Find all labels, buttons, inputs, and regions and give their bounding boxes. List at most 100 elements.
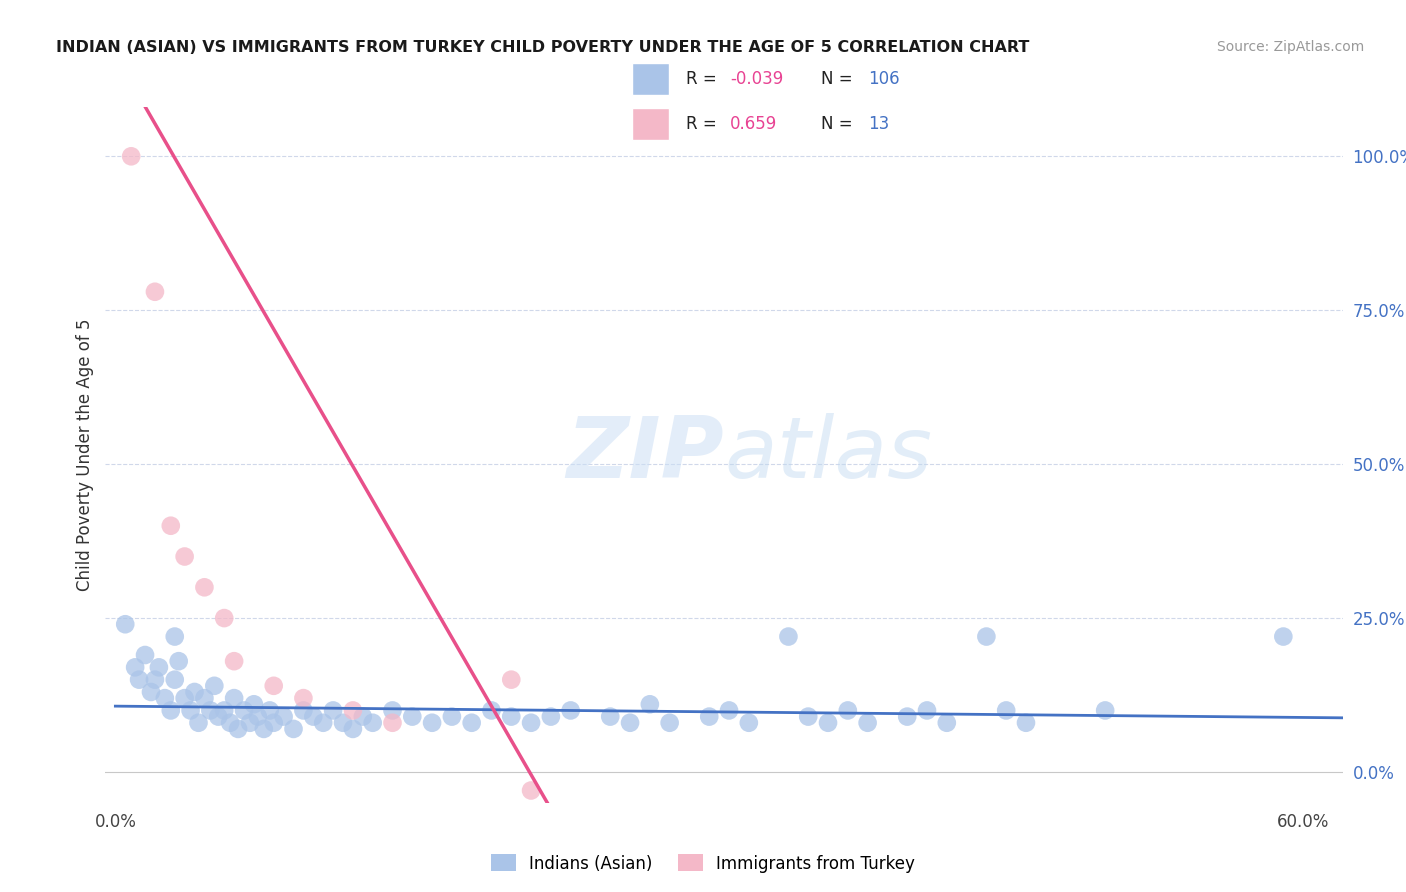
Point <box>995 703 1018 717</box>
Point <box>915 703 938 717</box>
Point <box>460 715 482 730</box>
Point <box>159 518 181 533</box>
Point <box>148 660 170 674</box>
Point <box>139 685 162 699</box>
Point <box>120 149 142 163</box>
Point <box>381 703 404 717</box>
Point <box>342 703 364 717</box>
Point <box>200 703 222 717</box>
Text: ZIP: ZIP <box>567 413 724 497</box>
Point <box>134 648 156 662</box>
Point <box>183 685 205 699</box>
Y-axis label: Child Poverty Under the Age of 5: Child Poverty Under the Age of 5 <box>76 318 94 591</box>
Point <box>114 617 136 632</box>
Point <box>253 722 276 736</box>
Point <box>143 285 166 299</box>
Point <box>837 703 859 717</box>
Text: atlas: atlas <box>724 413 932 497</box>
Text: R =: R = <box>686 115 727 133</box>
Point <box>440 709 463 723</box>
Point <box>233 703 256 717</box>
Point <box>243 698 266 712</box>
Point <box>124 660 146 674</box>
Point <box>638 698 661 712</box>
Point <box>501 673 523 687</box>
Point <box>520 783 543 797</box>
Point <box>187 715 209 730</box>
Point <box>361 715 384 730</box>
Point <box>697 709 720 723</box>
Point <box>292 691 315 706</box>
Point <box>738 715 761 730</box>
Point <box>159 703 181 717</box>
Point <box>292 703 315 717</box>
Point <box>778 630 800 644</box>
Point <box>173 691 195 706</box>
Point <box>153 691 176 706</box>
Point <box>180 703 202 717</box>
Point <box>263 679 285 693</box>
Point <box>246 709 269 723</box>
Point <box>167 654 190 668</box>
Point <box>128 673 150 687</box>
Point <box>283 722 305 736</box>
Text: R =: R = <box>686 70 723 88</box>
Point <box>263 715 285 730</box>
Point <box>207 709 229 723</box>
Point <box>599 709 621 723</box>
Text: N =: N = <box>821 115 863 133</box>
Point <box>193 691 215 706</box>
Point <box>163 673 186 687</box>
Point <box>202 679 225 693</box>
Point <box>381 715 404 730</box>
Point <box>224 654 246 668</box>
Point <box>212 611 235 625</box>
Bar <box>633 63 669 95</box>
Point <box>322 703 344 717</box>
Text: Source: ZipAtlas.com: Source: ZipAtlas.com <box>1216 40 1364 54</box>
Point <box>193 580 215 594</box>
Point <box>420 715 443 730</box>
Point <box>856 715 879 730</box>
Text: N =: N = <box>821 70 858 88</box>
Legend: Indians (Asian), Immigrants from Turkey: Indians (Asian), Immigrants from Turkey <box>485 847 921 880</box>
Point <box>797 709 820 723</box>
Point <box>658 715 681 730</box>
Point <box>1015 715 1038 730</box>
Bar <box>633 109 669 140</box>
Point <box>520 715 543 730</box>
Text: -0.039: -0.039 <box>730 70 783 88</box>
Point <box>352 709 374 723</box>
Point <box>312 715 335 730</box>
Point <box>817 715 839 730</box>
Point <box>173 549 195 564</box>
Point <box>976 630 998 644</box>
Point <box>935 715 957 730</box>
Point <box>224 691 246 706</box>
Point <box>540 709 562 723</box>
Point <box>401 709 423 723</box>
Point <box>332 715 354 730</box>
Point <box>259 703 281 717</box>
Point <box>1094 703 1116 717</box>
Point <box>560 703 582 717</box>
Text: 13: 13 <box>869 115 890 133</box>
Text: 0.659: 0.659 <box>730 115 778 133</box>
Point <box>501 709 523 723</box>
Point <box>212 703 235 717</box>
Point <box>143 673 166 687</box>
Point <box>718 703 741 717</box>
Point <box>273 709 295 723</box>
Text: INDIAN (ASIAN) VS IMMIGRANTS FROM TURKEY CHILD POVERTY UNDER THE AGE OF 5 CORREL: INDIAN (ASIAN) VS IMMIGRANTS FROM TURKEY… <box>56 40 1029 55</box>
Point <box>481 703 503 717</box>
Point <box>342 722 364 736</box>
Point <box>219 715 242 730</box>
Point <box>619 715 641 730</box>
Point <box>896 709 918 723</box>
Point <box>226 722 249 736</box>
Point <box>302 709 325 723</box>
Text: 106: 106 <box>869 70 900 88</box>
Point <box>163 630 186 644</box>
Point <box>1272 630 1295 644</box>
Point <box>239 715 262 730</box>
